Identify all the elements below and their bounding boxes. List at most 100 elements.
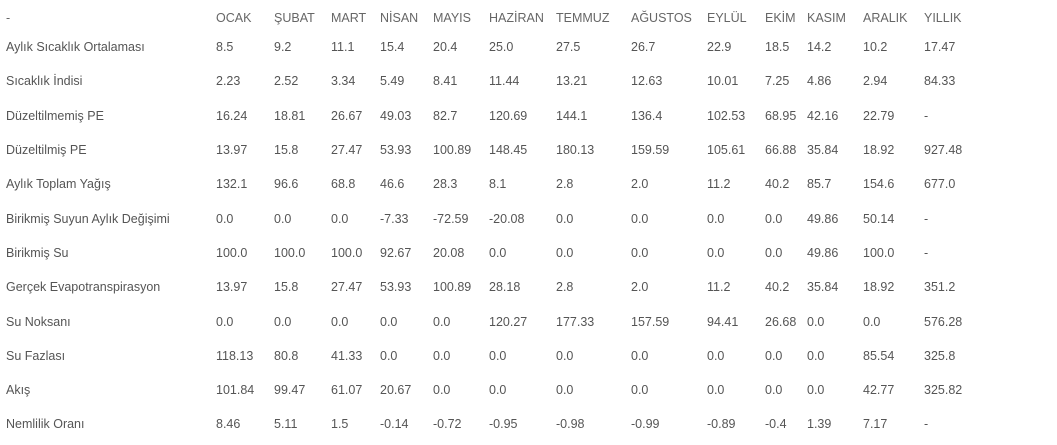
table-cell: 20.4: [433, 40, 458, 55]
column-header-kasim: KASIM: [807, 10, 846, 25]
table-row: Sıcaklık İndisi 2.23 2.52 3.34 5.49 8.41 11.44…: [0, 64, 1055, 98]
row-label: Sıcaklık İndisi: [6, 74, 83, 89]
table-cell: -0.14: [380, 417, 409, 432]
table-cell: 177.33: [556, 314, 595, 329]
table-cell: 13.97: [216, 280, 248, 295]
table-cell: 8.5: [216, 40, 234, 55]
table-cell: 68.95: [765, 108, 797, 123]
table-cell: 11.44: [489, 74, 520, 89]
table-cell: 4.86: [807, 74, 832, 89]
table-cell: 0.0: [556, 348, 574, 363]
table-cell: 0.0: [765, 211, 783, 226]
table-cell: 35.84: [807, 143, 839, 158]
table-cell: 40.2: [765, 280, 790, 295]
table-cell: -0.95: [489, 417, 518, 432]
table-row: Düzeltilmiş PE 13.97 15.8 27.47 53.93 100.89 1…: [0, 133, 1055, 167]
table-cell: 10.01: [707, 74, 739, 89]
table-cell: 26.68: [765, 314, 797, 329]
table-cell: 10.2: [863, 40, 888, 55]
table-cell: 0.0: [331, 314, 349, 329]
row-label: Birikmiş Su: [6, 245, 69, 260]
table-cell: 14.2: [807, 40, 832, 55]
table-cell: 20.67: [380, 383, 412, 398]
column-header-yillik: YILLIK: [924, 10, 962, 25]
table-cell: 82.7: [433, 108, 458, 123]
table-cell: 0.0: [489, 348, 507, 363]
row-label: Aylık Toplam Yağış: [6, 177, 111, 192]
table-cell: 0.0: [807, 383, 825, 398]
table-cell: 0.0: [331, 211, 349, 226]
table-cell: 101.84: [216, 383, 255, 398]
table-cell: -20.08: [489, 211, 525, 226]
table-cell: 42.77: [863, 383, 895, 398]
table-cell: 16.24: [216, 108, 248, 123]
table-cell: 20.08: [433, 245, 465, 260]
table-cell: 100.0: [216, 245, 248, 260]
table-cell: 100.89: [433, 280, 472, 295]
table-cell: -: [924, 108, 929, 123]
column-header-subat: ŞUBAT: [274, 10, 315, 25]
table-cell: 15.8: [274, 280, 299, 295]
column-header-mayis: MAYIS: [433, 10, 471, 25]
table-cell: 13.97: [216, 143, 248, 158]
table-cell: 351.2: [924, 280, 956, 295]
table-cell: 100.89: [433, 143, 472, 158]
table-cell: 46.6: [380, 177, 405, 192]
table-cell: 0.0: [765, 245, 783, 260]
table-cell: 80.8: [274, 348, 299, 363]
table-cell: 8.46: [216, 417, 241, 432]
table-cell: 68.8: [331, 177, 356, 192]
table-cell: 2.8: [556, 177, 574, 192]
table-cell: 94.41: [707, 314, 739, 329]
table-cell: 49.03: [380, 108, 412, 123]
table-cell: 148.45: [489, 143, 528, 158]
column-header-label: -: [6, 10, 11, 25]
table-cell: 15.8: [274, 143, 299, 158]
table-cell: 11.2: [707, 177, 731, 192]
table-cell: 100.0: [274, 245, 306, 260]
table-cell: 0.0: [631, 245, 649, 260]
table-cell: 0.0: [631, 383, 649, 398]
table-cell: 0.0: [433, 314, 451, 329]
table-cell: 66.88: [765, 143, 797, 158]
table-cell: -0.89: [707, 417, 736, 432]
table-cell: 18.92: [863, 143, 895, 158]
table-cell: 144.1: [556, 108, 588, 123]
table-cell: 15.4: [380, 40, 405, 55]
row-label: Su Noksanı: [6, 314, 71, 329]
table-cell: 18.5: [765, 40, 790, 55]
column-header-temmuz: TEMMUZ: [556, 10, 610, 25]
column-header-mart: MART: [331, 10, 367, 25]
table-row: Su Noksanı 0.0 0.0 0.0 0.0 0.0 120.27 177.33 157…: [0, 304, 1055, 338]
table-cell: 0.0: [707, 211, 725, 226]
table-cell: 85.54: [863, 348, 895, 363]
table-cell: 105.61: [707, 143, 746, 158]
table-cell: 49.86: [807, 211, 839, 226]
table-cell: 100.0: [331, 245, 363, 260]
table-cell: 0.0: [556, 211, 574, 226]
table-cell: 5.11: [274, 417, 298, 432]
table-row: Birikmiş Su 100.0 100.0 100.0 92.67 20.08 0.0 0…: [0, 236, 1055, 270]
table-cell: 96.6: [274, 177, 299, 192]
table-cell: 22.9: [707, 40, 732, 55]
table-cell: 0.0: [274, 314, 292, 329]
table-row: Düzeltilmemiş PE 16.24 18.81 26.67 49.03 82.7…: [0, 99, 1055, 133]
table-cell: 0.0: [433, 383, 451, 398]
table-cell: 26.7: [631, 40, 656, 55]
table-row: Birikmiş Suyun Aylık Değişimi 0.0 0.0 0.0 -7…: [0, 201, 1055, 235]
table-cell: 7.17: [863, 417, 888, 432]
table-cell: 8.41: [433, 74, 458, 89]
table-cell: 0.0: [765, 348, 783, 363]
table-cell: 2.23: [216, 74, 241, 89]
climate-water-balance-table: - OCAK ŞUBAT MART NİSAN MAYIS HAZİRAN TE…: [0, 5, 1055, 442]
table-row: Aylık Sıcaklık Ortalaması 8.5 9.2 11.1 15.4 2…: [0, 30, 1055, 64]
table-cell: 92.67: [380, 245, 412, 260]
table-cell: 2.8: [556, 280, 574, 295]
table-cell: 0.0: [765, 383, 783, 398]
table-cell: 25.0: [489, 40, 514, 55]
table-cell: 0.0: [216, 211, 234, 226]
table-cell: 28.3: [433, 177, 458, 192]
table-cell: 325.8: [924, 348, 956, 363]
table-cell: 132.1: [216, 177, 248, 192]
table-cell: 0.0: [707, 348, 725, 363]
